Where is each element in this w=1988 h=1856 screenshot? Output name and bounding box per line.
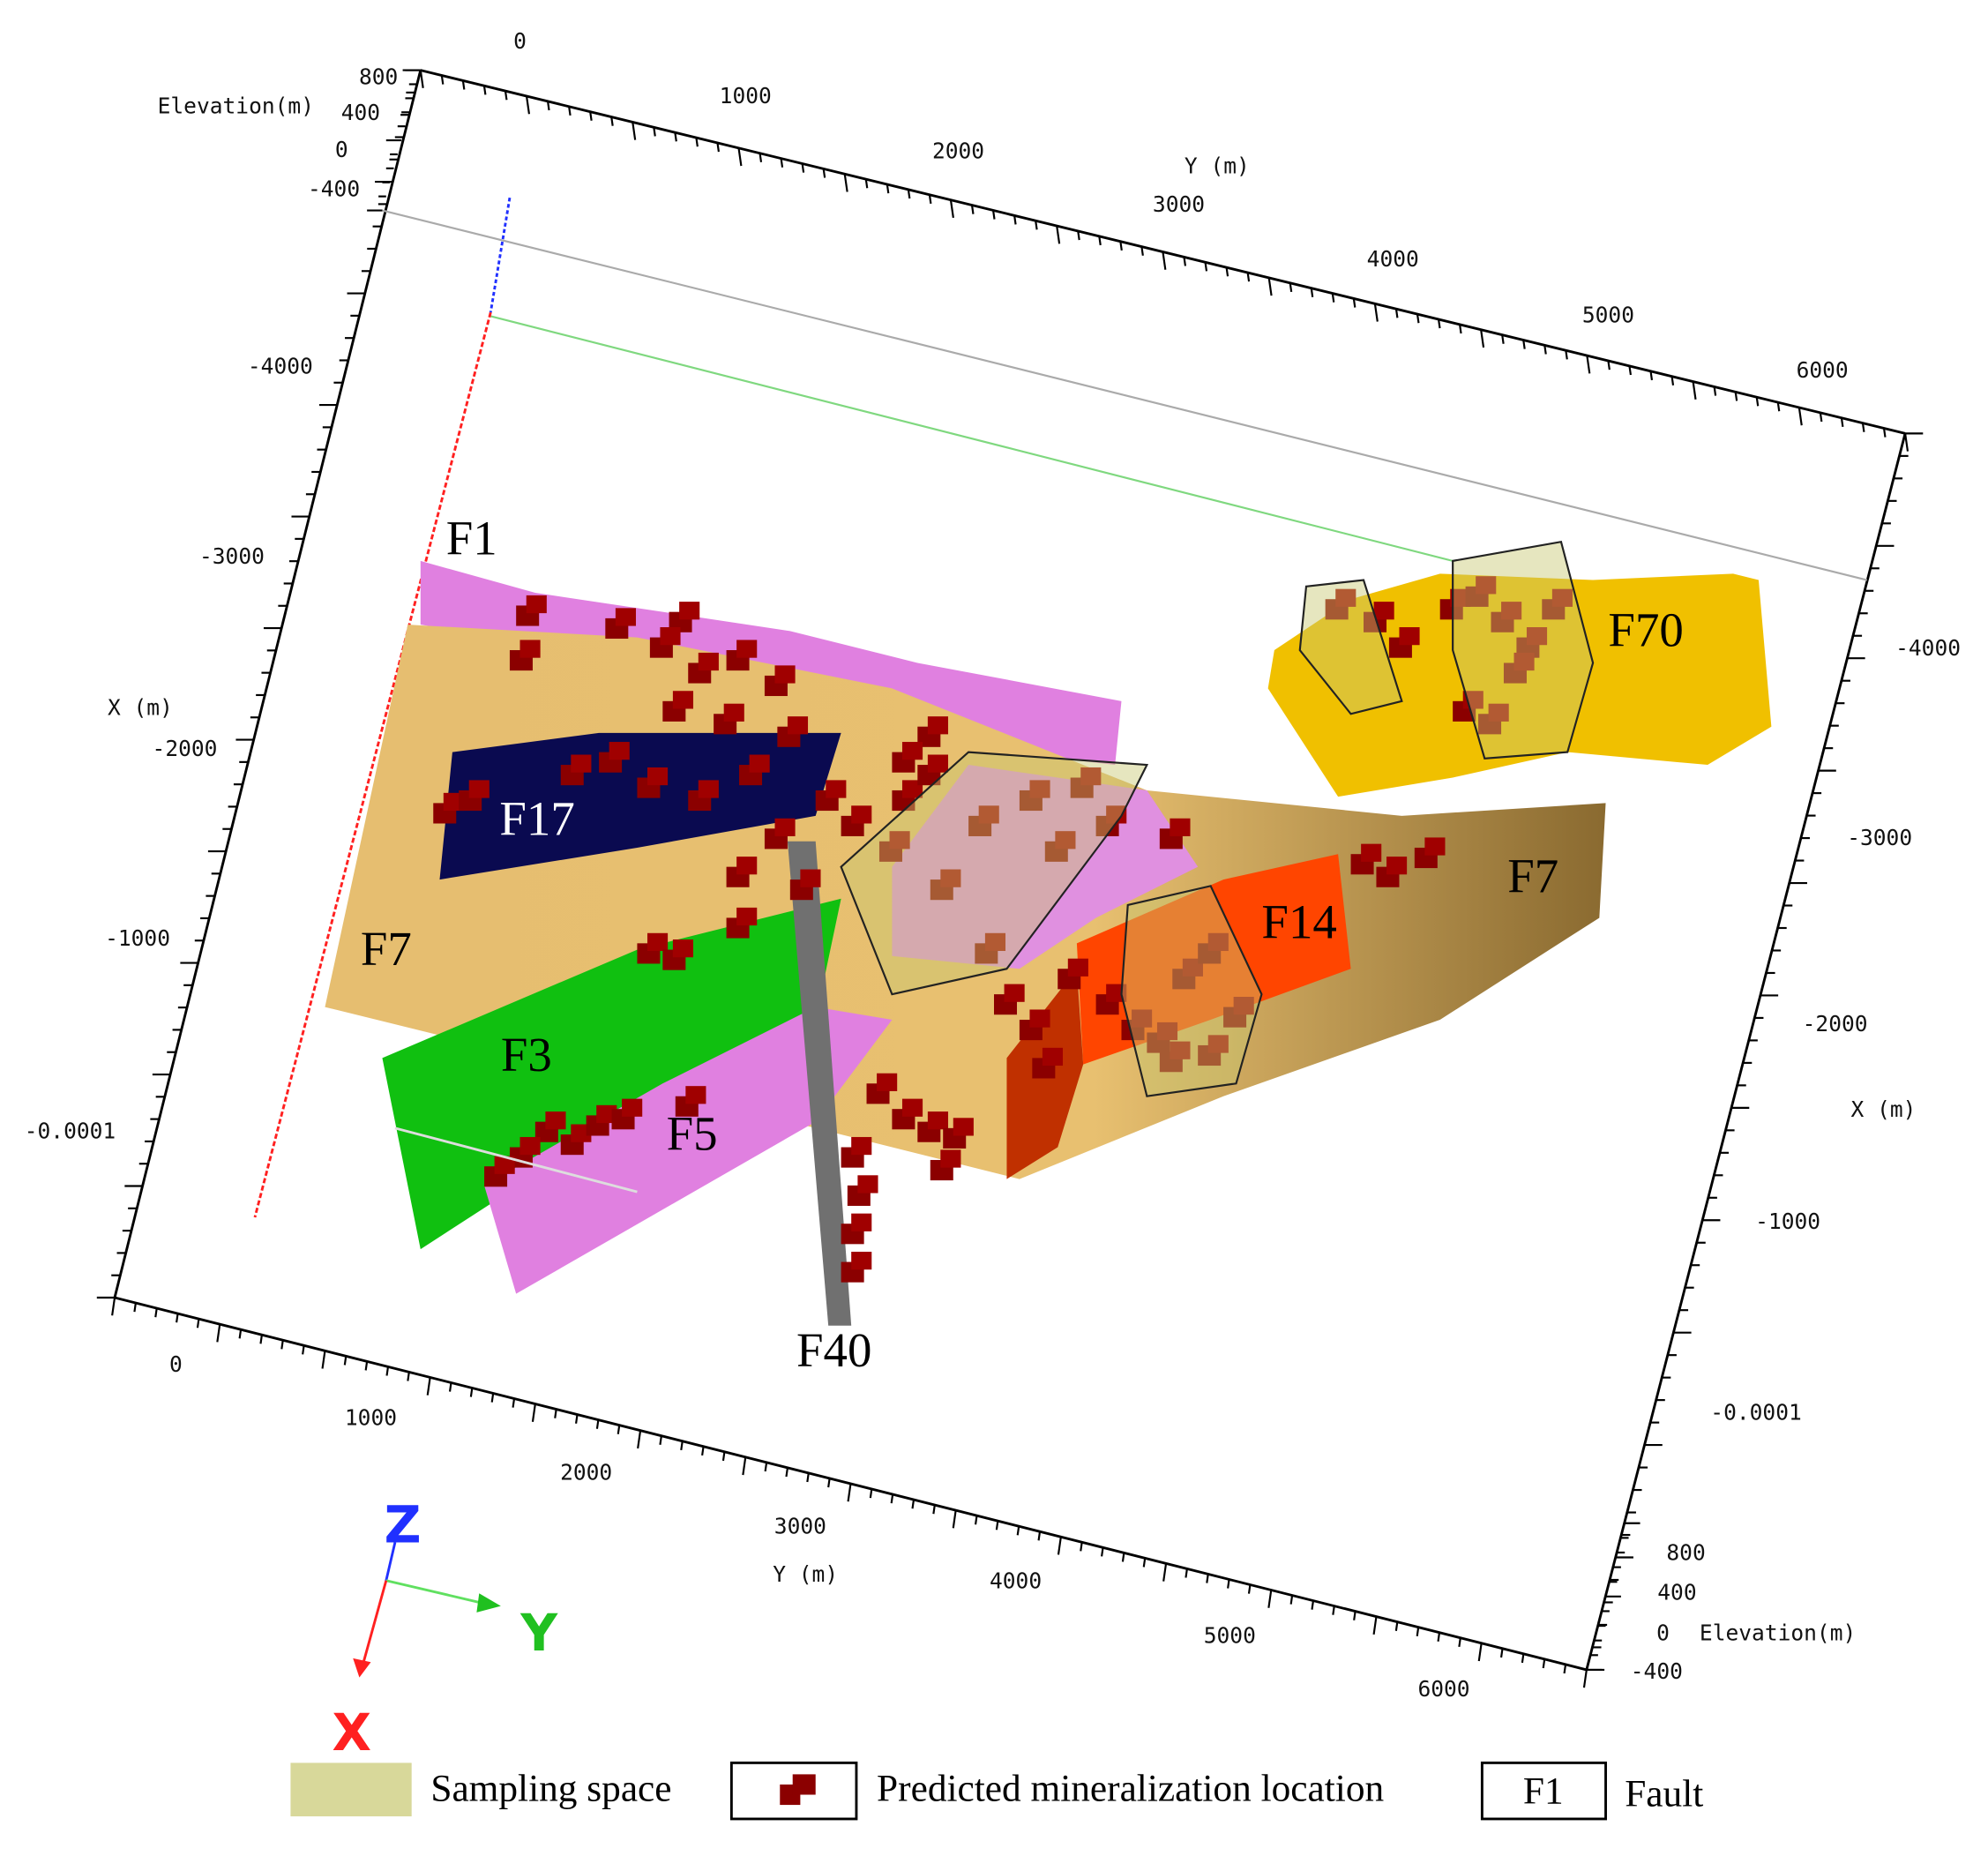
tick-label: -0.0001 (25, 1118, 116, 1143)
z-axis-line (489, 197, 512, 313)
tick-label: 3000 (1153, 191, 1205, 217)
y-axis-line (490, 315, 1454, 562)
tick-label: 400 (1657, 1579, 1696, 1605)
tick-label: 3000 (774, 1513, 826, 1538)
legend: Sampling space Predicted mineralization … (290, 1761, 1703, 1821)
section-line (394, 1126, 638, 1194)
axis-label: Y (m) (1185, 153, 1250, 179)
tick-label: 4000 (1367, 246, 1419, 272)
legend-label: Fault (1625, 1773, 1703, 1815)
tick-label: -3000 (199, 543, 265, 569)
tick-label: -2000 (1803, 1011, 1868, 1037)
fault-label: F40 (796, 1323, 871, 1377)
legend-swatch (1480, 1761, 1607, 1821)
fault-label: F70 (1608, 603, 1683, 657)
tick-label: 2000 (932, 138, 984, 163)
mineralization-blocks (433, 576, 1573, 1283)
tick-label: -4000 (1895, 635, 1961, 661)
tick-label: 800 (359, 64, 398, 89)
fault-label: F1 (446, 512, 497, 565)
axis-label: Y (m) (773, 1561, 838, 1587)
axis-label: Elevation(m) (158, 94, 314, 119)
legend-label: Sampling space (430, 1768, 671, 1810)
tick-label: 1000 (345, 1405, 397, 1431)
tick-label: 6000 (1417, 1676, 1469, 1702)
x-axis-line (253, 311, 492, 1218)
fault-f5 (484, 1007, 893, 1294)
legend-sample: F1 (1523, 1770, 1564, 1813)
triad-label: X (333, 1703, 372, 1762)
tick-label: 0 (1656, 1620, 1670, 1646)
tick-marks (96, 69, 1924, 1688)
tick-label: -3000 (1847, 825, 1912, 850)
axis-label: Elevation(m) (1700, 1620, 1856, 1646)
fault-label: F7 (1507, 849, 1558, 903)
fault-label: F14 (1261, 895, 1336, 949)
legend-label: Predicted mineralization location (877, 1768, 1384, 1810)
tick-label: 6000 (1797, 357, 1849, 383)
tick-label: 0 (513, 28, 527, 54)
legend-swatch (290, 1762, 412, 1817)
axis-label: X (m) (108, 695, 173, 721)
tick-label: 2000 (560, 1460, 612, 1486)
fault-label: F3 (501, 1028, 552, 1081)
tick-label: 5000 (1582, 303, 1634, 328)
tick-label: -4000 (248, 353, 313, 378)
tick-label: -400 (308, 176, 360, 202)
triad-label: Z (385, 1494, 422, 1554)
tick-label: -1000 (105, 925, 170, 951)
tick-label: 1000 (720, 83, 772, 109)
tick-label: 800 (1666, 1540, 1705, 1566)
fault-label: F7 (361, 922, 412, 976)
tick-label: 0 (335, 137, 348, 162)
tick-label: -400 (1631, 1658, 1683, 1684)
fault-label: F17 (499, 792, 574, 846)
axis-label: X (m) (1851, 1096, 1917, 1122)
fault-f40 (787, 841, 852, 1326)
orientation-triad: Z Y X (333, 1494, 559, 1762)
tick-label: -2000 (153, 736, 218, 761)
fault-label: F5 (667, 1106, 718, 1160)
tick-label: 4000 (990, 1568, 1042, 1593)
sampling-boxes (840, 540, 1595, 1097)
tick-label: -1000 (1755, 1209, 1820, 1234)
grid-line (382, 209, 1867, 581)
tick-label: -0.0001 (1710, 1400, 1801, 1426)
triad-label: Y (519, 1603, 558, 1663)
tick-label: 400 (341, 100, 380, 125)
fault-f70 (1267, 573, 1772, 797)
tick-label: 0 (169, 1351, 183, 1377)
tick-label: 5000 (1204, 1623, 1256, 1649)
